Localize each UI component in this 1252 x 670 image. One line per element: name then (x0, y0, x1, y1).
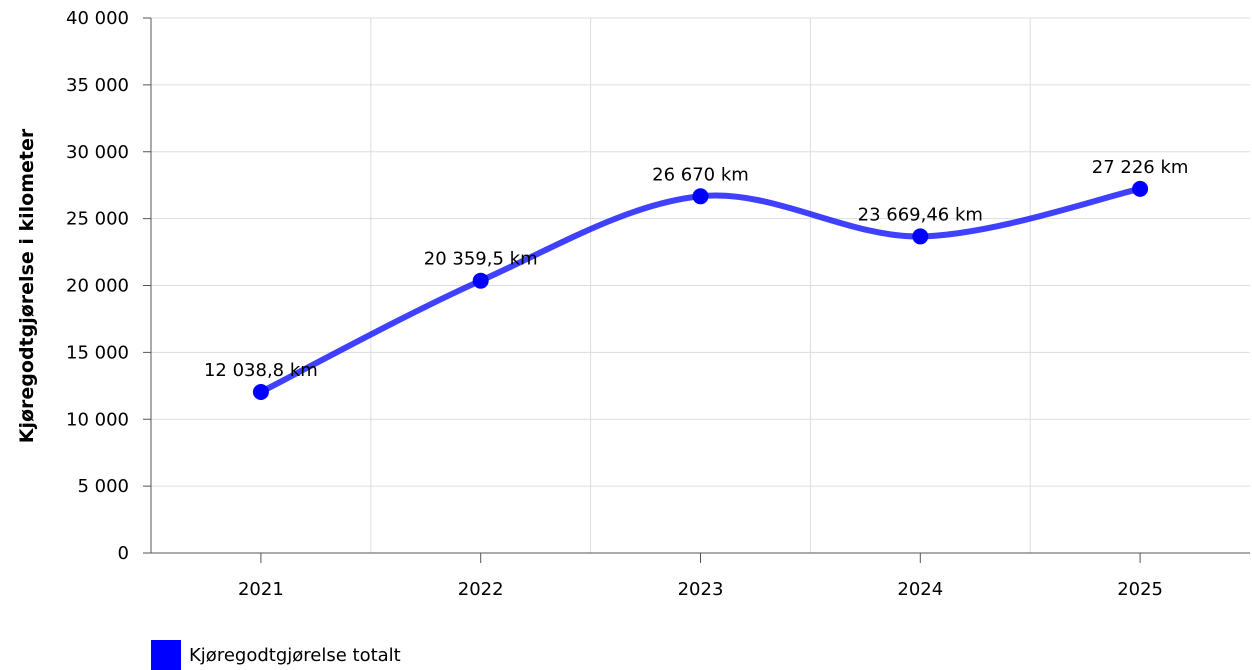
y-tick-label: 0 (118, 543, 129, 564)
data-label: 20 359,5 km (424, 249, 538, 270)
x-tick-label: 2021 (238, 579, 284, 600)
y-tick-label: 15 000 (66, 342, 129, 363)
x-tick-label: 2022 (458, 579, 504, 600)
legend: Kjøregodtgjørelse totalt (151, 640, 401, 670)
series-line (257, 185, 1144, 395)
y-tick-label: 5 000 (77, 476, 129, 497)
legend-swatch (151, 640, 181, 670)
series: 12 038,8 km 20 359,5 km 26 670 km 23 669,46… (204, 157, 1188, 400)
y-tick-labels: 0 5 000 10 000 15 000 20 000 25 000 30 000 35 0… (66, 8, 129, 564)
legend-label: Kjøregodtgjørelse totalt (189, 644, 401, 666)
data-label: 12 038,8 km (204, 360, 318, 381)
y-tick-label: 30 000 (66, 142, 129, 163)
line-chart: 0 5 000 10 000 15 000 20 000 25 000 30 000 35 0… (16, 8, 1250, 600)
x-tick-label: 2023 (678, 579, 724, 600)
axes (143, 17, 1250, 563)
data-label: 26 670 km (652, 164, 749, 185)
y-tick-label: 25 000 (66, 209, 129, 230)
x-tick-label: 2024 (897, 579, 943, 600)
y-tick-label: 20 000 (66, 276, 129, 297)
grid (151, 17, 1250, 553)
y-tick-label: 35 000 (66, 75, 129, 96)
data-label: 23 669,46 km (858, 204, 983, 225)
y-tick-label: 40 000 (66, 8, 129, 29)
data-point (472, 272, 489, 289)
y-axis-label: Kjøregodtgjørelse i kilometer (16, 128, 38, 443)
data-point (912, 228, 929, 245)
data-point (692, 188, 709, 205)
data-point (252, 383, 269, 400)
x-tick-label: 2025 (1117, 579, 1163, 600)
data-point (1132, 180, 1149, 197)
x-tick-labels: 2021 2022 2023 2024 2025 (238, 579, 1163, 600)
data-label: 27 226 km (1092, 157, 1189, 178)
y-tick-label: 10 000 (66, 409, 129, 430)
